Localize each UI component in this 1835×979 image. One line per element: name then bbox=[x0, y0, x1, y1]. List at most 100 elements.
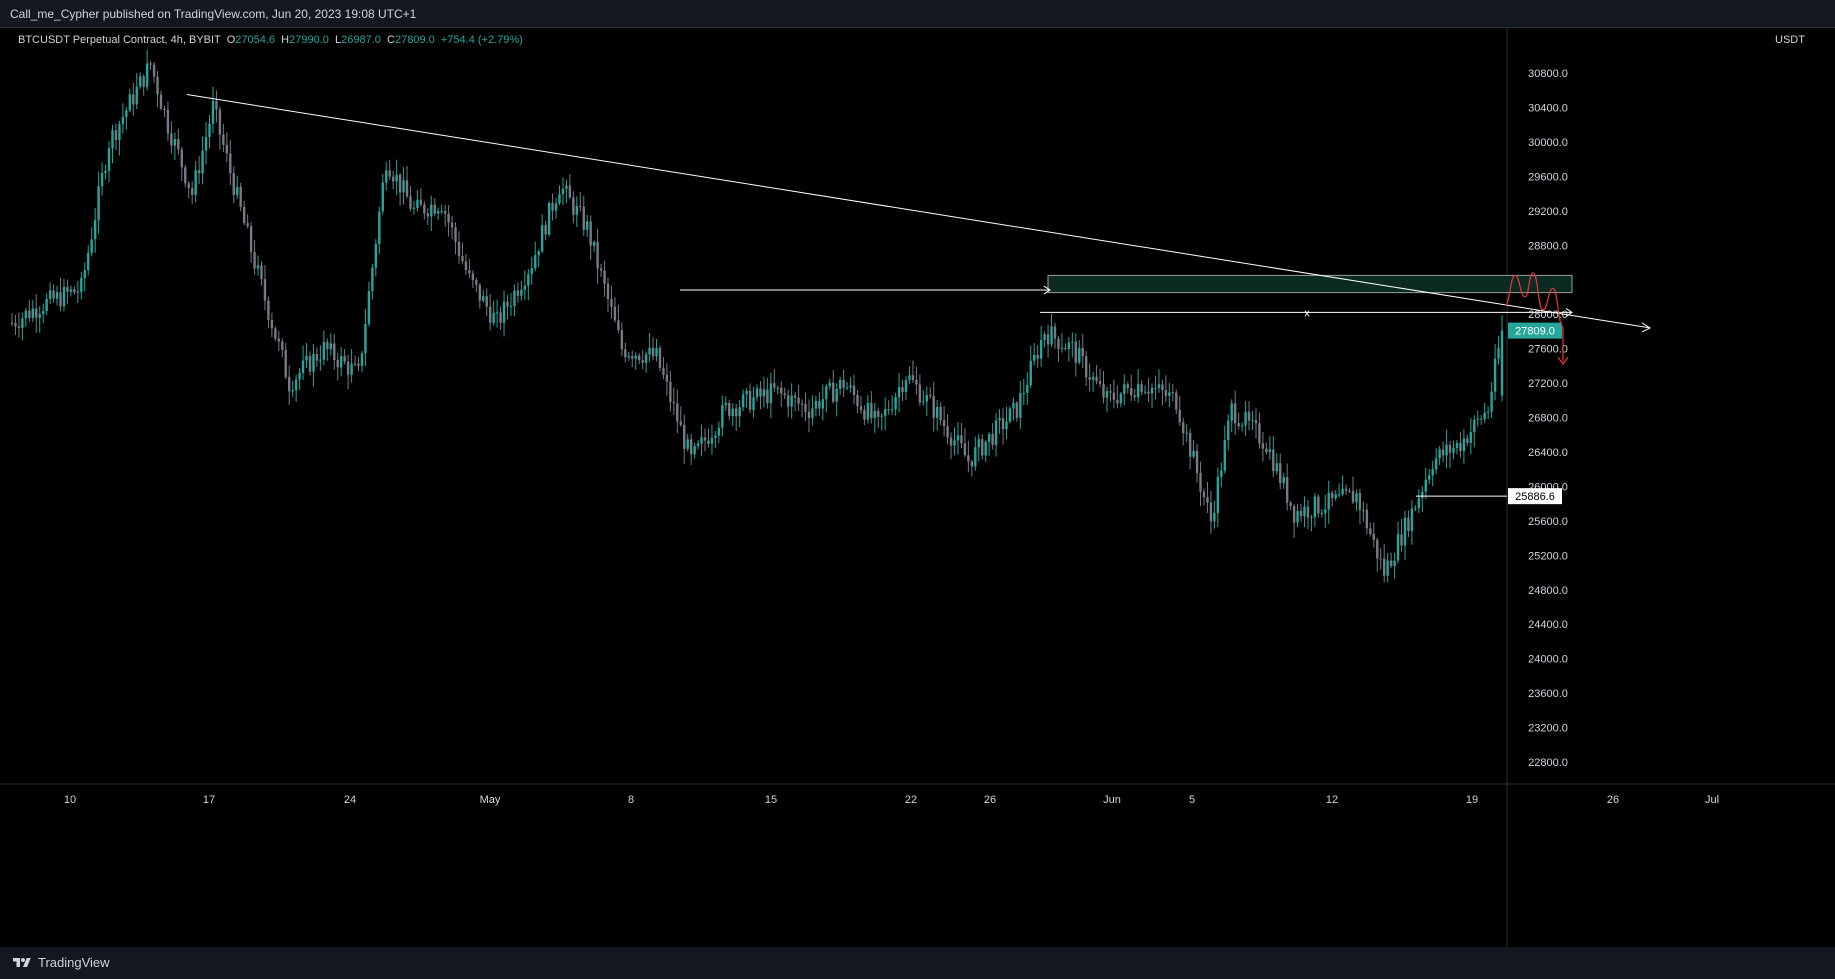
candle-body bbox=[1324, 509, 1327, 514]
candle bbox=[364, 308, 367, 367]
candle bbox=[527, 269, 530, 301]
candle-body bbox=[1164, 390, 1168, 396]
candle bbox=[1497, 335, 1500, 365]
candle-body bbox=[551, 202, 554, 211]
candle-body bbox=[475, 279, 478, 285]
candle bbox=[800, 399, 804, 418]
candle bbox=[298, 368, 301, 391]
candle-body bbox=[211, 101, 215, 124]
candle-body bbox=[163, 108, 166, 110]
candle bbox=[270, 312, 274, 338]
candle-body bbox=[426, 213, 430, 217]
tradingview-brand[interactable]: TradingView bbox=[12, 955, 110, 970]
candle-body bbox=[1486, 411, 1490, 413]
candle bbox=[333, 334, 336, 370]
candle bbox=[1410, 500, 1414, 545]
candle-body bbox=[1026, 385, 1029, 393]
candle bbox=[1355, 489, 1358, 511]
candle bbox=[1403, 510, 1407, 561]
candle bbox=[509, 293, 513, 317]
candle bbox=[981, 434, 984, 460]
candle bbox=[932, 381, 935, 432]
candle-body bbox=[360, 353, 364, 366]
tradingview-logo-icon bbox=[13, 957, 31, 967]
candle-body bbox=[416, 199, 419, 208]
candle bbox=[1414, 505, 1417, 512]
candle bbox=[187, 181, 190, 199]
candle-body bbox=[152, 64, 156, 77]
candle bbox=[145, 50, 149, 91]
candle bbox=[211, 86, 215, 133]
candle-body bbox=[610, 298, 613, 307]
candle bbox=[513, 284, 516, 317]
candle-body bbox=[707, 440, 710, 444]
candle bbox=[676, 389, 679, 434]
candle-body bbox=[773, 383, 776, 388]
candle-body bbox=[1414, 507, 1417, 509]
candle-body bbox=[1126, 384, 1129, 388]
candle bbox=[1476, 410, 1479, 427]
candle-body bbox=[1039, 339, 1043, 359]
candle-body bbox=[513, 290, 516, 307]
candle bbox=[398, 172, 402, 206]
candle bbox=[1140, 380, 1143, 396]
candle-body bbox=[849, 385, 852, 388]
candle bbox=[669, 370, 672, 412]
candle-body bbox=[745, 390, 748, 395]
candle bbox=[1372, 522, 1375, 548]
candle bbox=[41, 303, 45, 324]
candle-body bbox=[454, 227, 457, 242]
candle bbox=[152, 61, 156, 84]
candle-body bbox=[835, 388, 838, 402]
candle bbox=[1358, 488, 1362, 525]
candle-body bbox=[897, 387, 901, 398]
candle bbox=[748, 383, 752, 414]
candle bbox=[1362, 501, 1365, 522]
candle-body bbox=[326, 342, 329, 350]
candle-body bbox=[922, 401, 925, 403]
candle bbox=[350, 349, 353, 383]
candle bbox=[52, 284, 55, 303]
candle bbox=[1237, 412, 1240, 430]
candle bbox=[842, 369, 845, 397]
chart-frame bbox=[0, 27, 1835, 948]
candle bbox=[603, 261, 606, 297]
candle-body bbox=[194, 170, 197, 195]
candle-body bbox=[728, 402, 731, 417]
candle bbox=[232, 166, 235, 204]
candle bbox=[381, 173, 384, 215]
candle-body bbox=[1109, 391, 1112, 393]
time-tick-label: 10 bbox=[64, 794, 76, 806]
candle-body bbox=[1015, 402, 1019, 418]
candle bbox=[59, 277, 62, 312]
candle bbox=[1313, 492, 1317, 527]
candle bbox=[762, 376, 766, 408]
candle-body bbox=[1289, 502, 1292, 507]
candle-body bbox=[800, 403, 804, 405]
candle-body bbox=[1466, 438, 1469, 443]
candle bbox=[260, 261, 263, 286]
candle bbox=[1192, 440, 1195, 459]
time-tick-label: Jul bbox=[1705, 794, 1719, 806]
candle bbox=[1095, 364, 1098, 385]
candle-body bbox=[1369, 528, 1372, 535]
candle-body bbox=[48, 290, 52, 299]
candle bbox=[1213, 500, 1216, 529]
candle bbox=[634, 352, 637, 370]
candle bbox=[1400, 519, 1403, 552]
candle-body bbox=[1469, 432, 1473, 443]
candle bbox=[1310, 514, 1313, 532]
footer-bar: TradingView bbox=[0, 947, 1835, 979]
price-tick-label: 25200.0 bbox=[1528, 550, 1568, 562]
candle bbox=[430, 195, 433, 232]
candle bbox=[142, 74, 145, 96]
candle bbox=[1227, 414, 1230, 451]
time-tick-label: 12 bbox=[1326, 794, 1338, 806]
candle bbox=[1033, 343, 1036, 366]
candle bbox=[1091, 371, 1095, 393]
candle-body bbox=[1195, 450, 1199, 474]
candlestick-chart[interactable]: 30800.0 30400.0 30000.0 29600.0 29200.0 28800… bbox=[0, 27, 1835, 947]
candle-body bbox=[1078, 348, 1081, 363]
candle-body bbox=[1393, 560, 1396, 567]
candle-body bbox=[419, 199, 423, 205]
